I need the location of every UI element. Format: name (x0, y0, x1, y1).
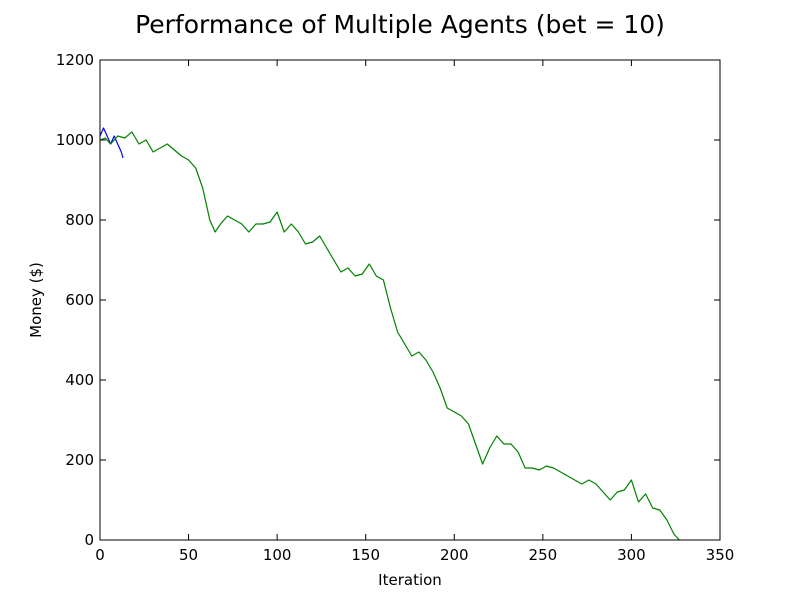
series-line-1 (99, 127, 124, 159)
x-tick-label: 150 (351, 546, 380, 564)
y-tick-label: 1200 (56, 51, 94, 69)
y-tick-label: 0 (84, 531, 94, 549)
y-tick-label: 400 (65, 371, 94, 389)
y-tick-label: 600 (65, 291, 94, 309)
y-tick-label: 800 (65, 211, 94, 229)
x-tick-label: 0 (95, 546, 105, 564)
x-tick-label: 350 (706, 546, 735, 564)
series-line-2 (99, 131, 680, 541)
series-layer (99, 127, 680, 541)
x-tick-label: 300 (617, 546, 646, 564)
y-axis-label: Money ($) (27, 262, 45, 338)
x-tick-label: 100 (263, 546, 292, 564)
x-tick-label: 50 (179, 546, 198, 564)
chart-title: Performance of Multiple Agents (bet = 10… (135, 10, 665, 39)
y-tick-label: 1000 (56, 131, 94, 149)
x-axis-label: Iteration (378, 571, 442, 589)
plot-area (99, 59, 721, 541)
x-tick-label: 200 (440, 546, 469, 564)
y-tick-label: 200 (65, 451, 94, 469)
x-tick-label: 250 (529, 546, 558, 564)
ticks-layer: 0 50 100 150 200 250 300 350 0 200 400 600 800 1000 12… (56, 51, 735, 564)
